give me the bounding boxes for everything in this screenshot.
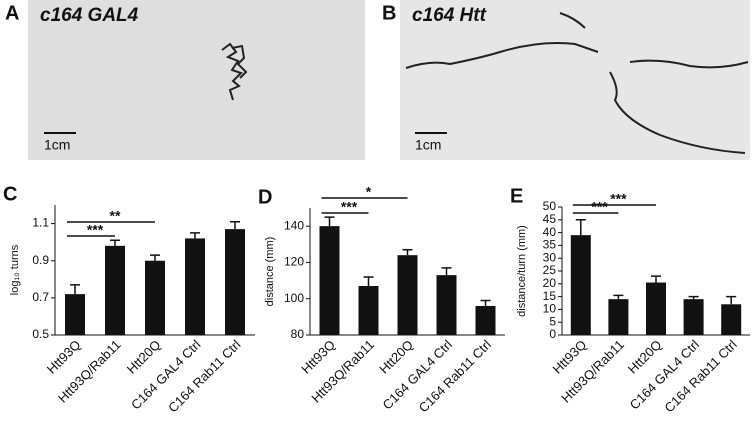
y-tick-label: 15: [543, 289, 557, 303]
error-bar: [651, 275, 661, 283]
y-axis-label: distance/turn (mm): [516, 225, 528, 317]
y-tick-label: 100: [284, 291, 304, 305]
bar: [608, 299, 629, 335]
error-bar: [613, 294, 624, 300]
x-tick-label: C164 Rab11 Ctrl: [165, 337, 243, 415]
bar: [721, 304, 742, 335]
x-tick-label: C164 GAL4 Ctrl: [128, 337, 204, 413]
y-tick-label: 1.1: [32, 216, 49, 230]
error-bar: [190, 232, 200, 239]
error-bar: [575, 219, 586, 236]
larva-track: [405, 12, 749, 154]
y-tick-label: 80: [291, 327, 305, 341]
y-tick-label: 20: [543, 276, 557, 290]
y-tick-label: 40: [543, 225, 557, 239]
x-tick-label: Htt20Q: [124, 337, 164, 377]
bar: [397, 255, 418, 335]
bar: [358, 286, 379, 335]
bar: [436, 275, 457, 335]
y-axis-label: distance (mm): [264, 237, 276, 307]
significance-label: *: [366, 184, 372, 200]
error-bar: [110, 239, 120, 246]
error-bar: [441, 267, 452, 276]
error-bar: [688, 295, 699, 300]
y-tick-label: 10: [543, 302, 557, 316]
photo-b: [400, 0, 750, 160]
bar: [646, 282, 666, 335]
bar: [65, 294, 85, 335]
panel-letter: D: [258, 186, 272, 208]
bar: [185, 238, 205, 335]
y-tick-label: 0.9: [32, 253, 49, 267]
y-tick-label: 140: [284, 218, 304, 232]
error-bar: [363, 276, 374, 287]
bar: [225, 229, 245, 335]
y-tick-label: 5: [549, 314, 556, 328]
error-bar: [324, 216, 335, 227]
x-tick-label: C164 GAL4 Ctrl: [380, 337, 456, 413]
bar: [475, 305, 496, 335]
x-tick-label: Htt93Q: [44, 337, 84, 377]
panel-letter: A: [5, 2, 19, 24]
significance-label: ***: [341, 199, 358, 215]
significance-label: **: [110, 208, 121, 224]
y-tick-label: 35: [543, 238, 557, 252]
bar: [319, 226, 340, 335]
error-bar: [230, 220, 240, 230]
y-tick-label: 120: [284, 255, 304, 269]
scale-label: 1cm: [44, 137, 70, 153]
error-bar: [402, 248, 413, 256]
bar: [105, 245, 125, 335]
bar: [683, 299, 704, 335]
y-tick-label: 30: [543, 250, 557, 264]
panel-letter: C: [3, 183, 17, 205]
significance-label: ***: [591, 199, 608, 215]
y-tick-label: 0: [549, 327, 556, 341]
y-tick-label: 45: [543, 212, 557, 226]
x-tick-label: C164 Rab11 Ctrl: [416, 337, 494, 415]
error-bar: [480, 299, 491, 306]
error-bar: [726, 295, 737, 305]
error-bar: [70, 284, 80, 295]
photo-a: [28, 0, 365, 160]
bar: [570, 235, 591, 335]
significance-label: ***: [610, 191, 627, 207]
larva-track: [221, 42, 248, 101]
y-axis-label: log₁₀ turns: [9, 244, 21, 295]
y-tick-label: 0.7: [32, 290, 49, 304]
bar: [145, 260, 165, 335]
photo-label: c164 Htt: [412, 5, 487, 26]
panel-letter: B: [382, 2, 396, 24]
y-tick-label: 25: [543, 263, 557, 277]
significance-label: ***: [87, 222, 104, 238]
y-tick-label: 0.5: [32, 327, 49, 341]
scale-label: 1cm: [415, 137, 441, 153]
photo-label: c164 GAL4: [40, 5, 139, 26]
error-bar: [150, 254, 160, 261]
y-tick-label: 50: [543, 199, 557, 213]
panel-letter: E: [510, 185, 523, 207]
